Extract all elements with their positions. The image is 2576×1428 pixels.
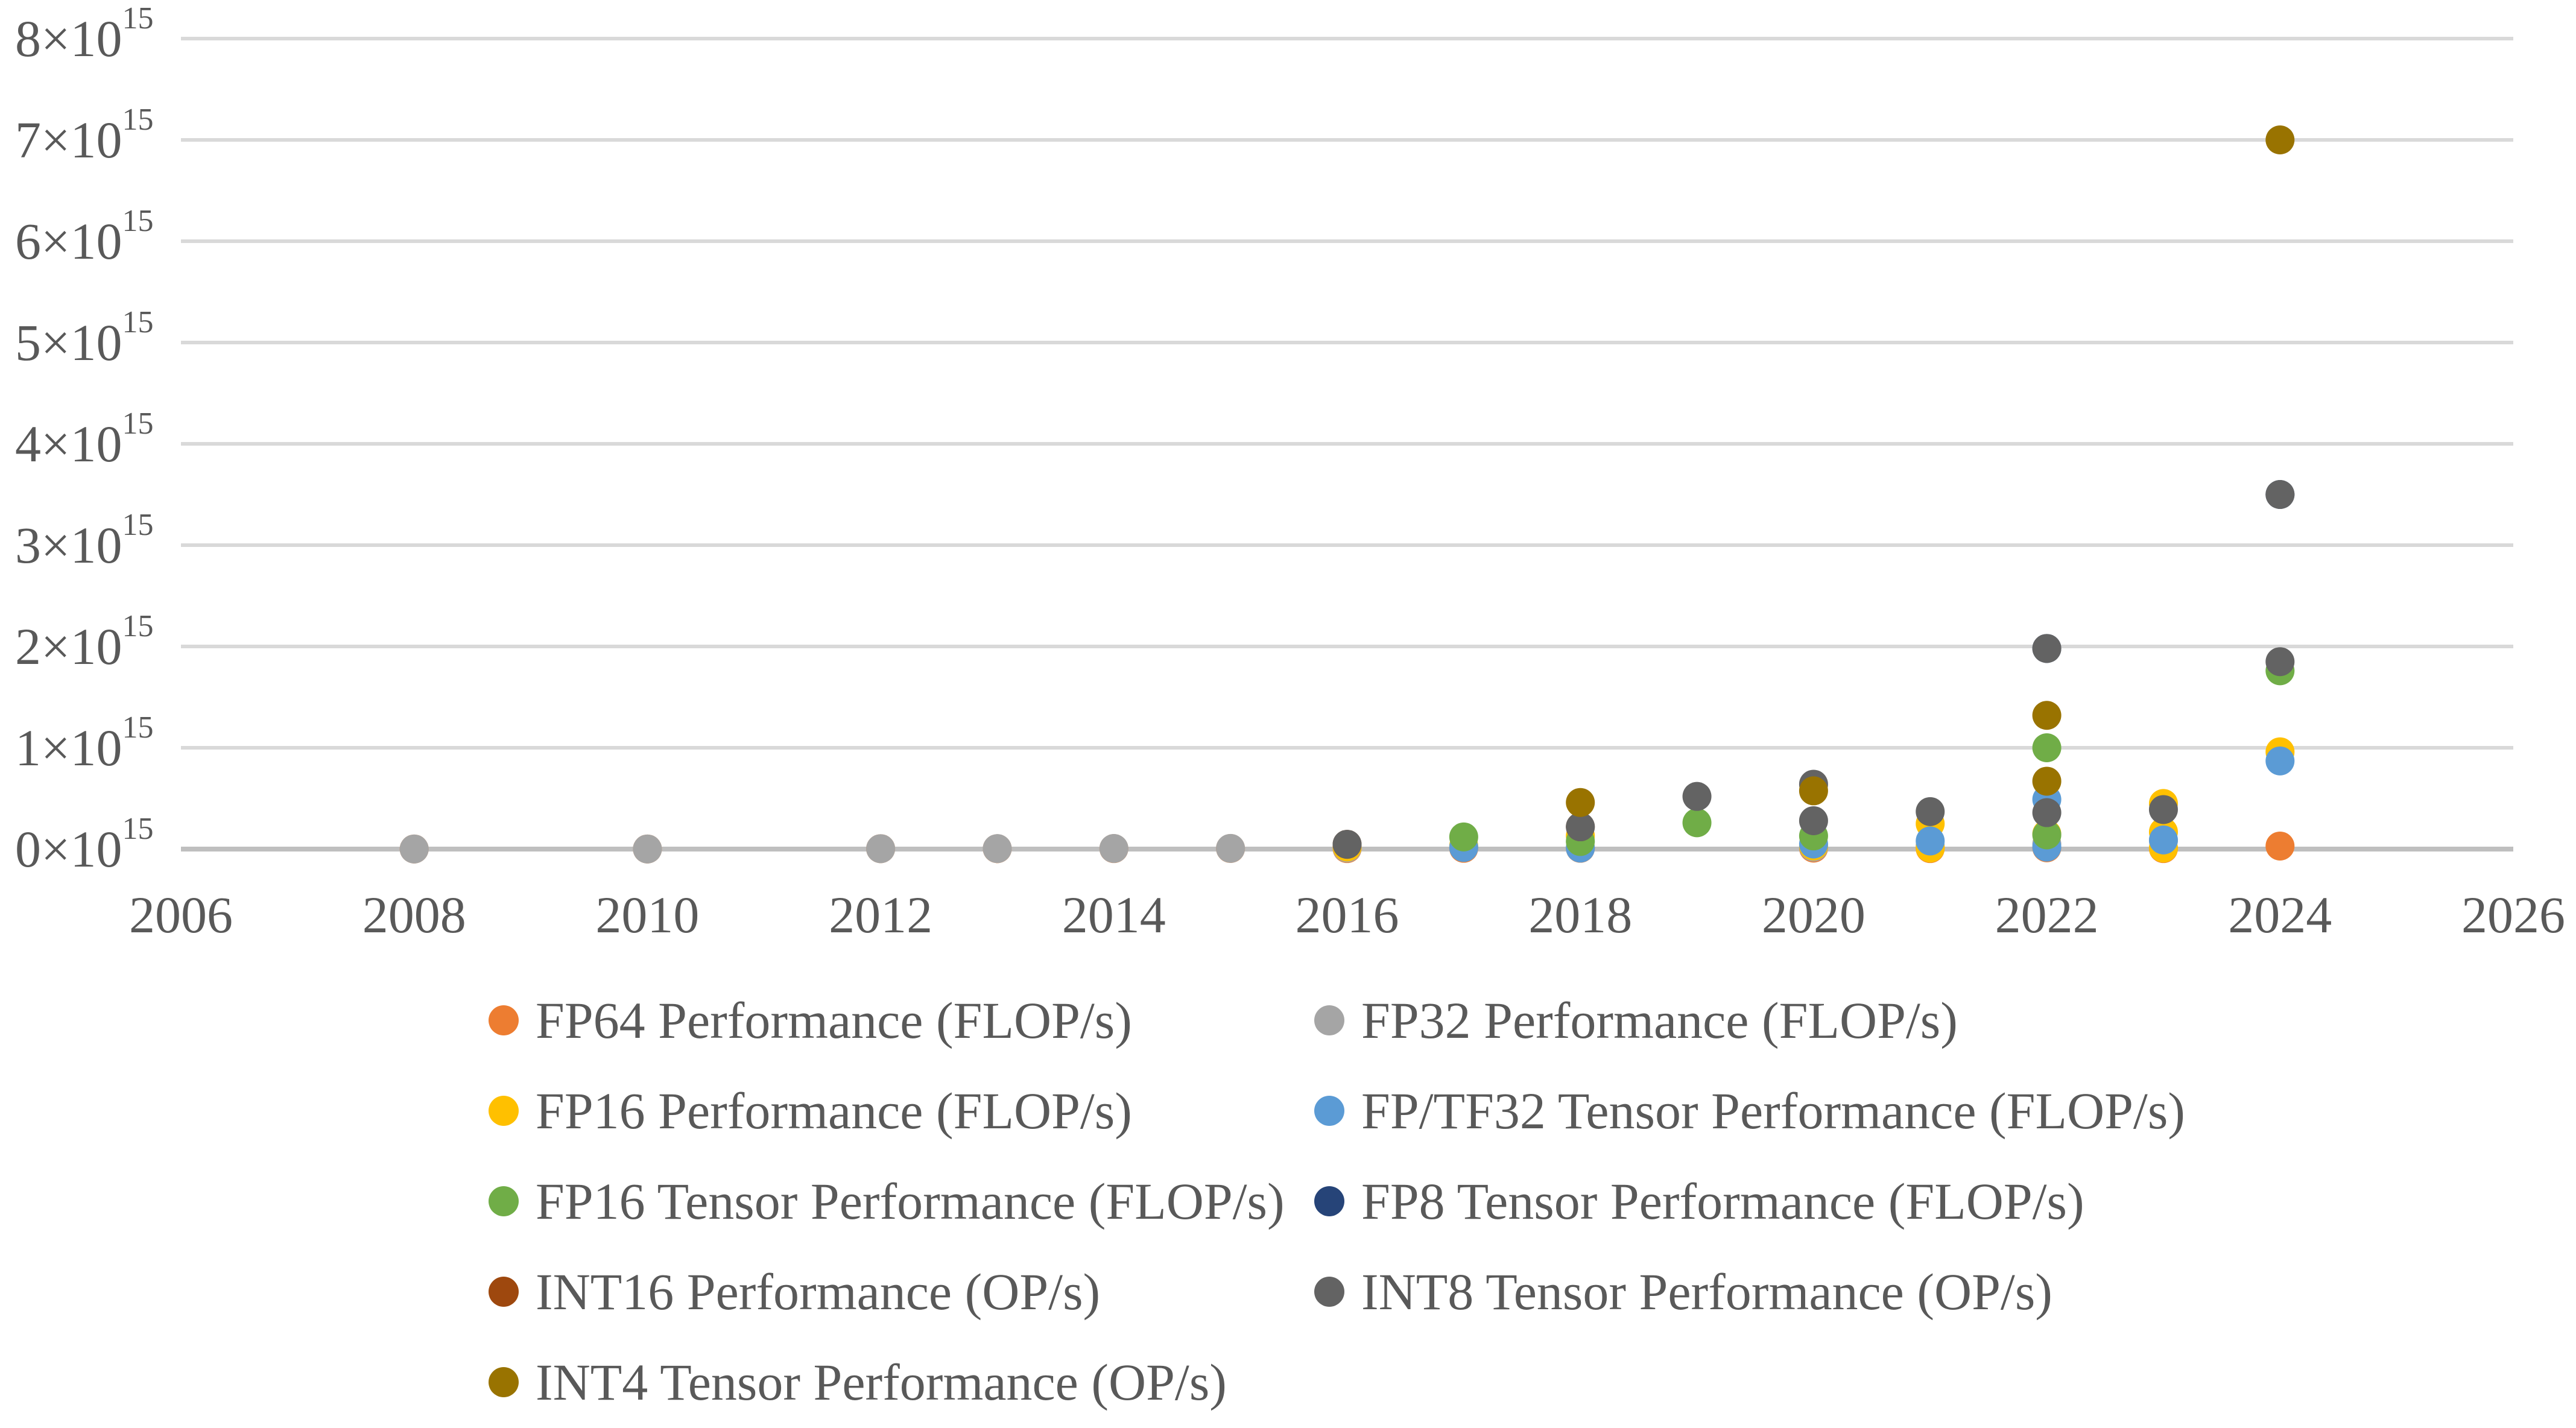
data-point — [633, 834, 662, 864]
data-point — [2148, 795, 2178, 824]
data-point — [2265, 831, 2295, 861]
data-point — [1332, 830, 1362, 859]
data-point — [2265, 647, 2295, 677]
data-point — [2032, 820, 2062, 850]
data-point — [1682, 808, 1712, 838]
y-tick-label: 5×1015 — [15, 305, 154, 372]
legend-item-3: FP/TF32 Tensor Performance (FLOP/s) — [1314, 1066, 2185, 1156]
legend-label: FP16 Tensor Performance (FLOP/s) — [536, 1172, 1285, 1230]
y-tick-label: 8×1015 — [15, 1, 154, 68]
legend-item-4: FP16 Tensor Performance (FLOP/s) — [489, 1156, 1285, 1246]
legend-label: FP32 Performance (FLOP/s) — [1361, 991, 1958, 1049]
x-tick-label: 2008 — [362, 886, 466, 944]
legend-item-6: INT16 Performance (OP/s) — [489, 1246, 1100, 1337]
x-tick-label: 2010 — [595, 886, 699, 944]
y-tick-label: 6×1015 — [15, 204, 154, 271]
data-point — [2148, 825, 2178, 855]
legend-item-8: INT4 Tensor Performance (OP/s) — [489, 1337, 1227, 1427]
y-tick-label: 4×1015 — [15, 406, 154, 473]
legend-item-7: INT8 Tensor Performance (OP/s) — [1314, 1246, 2052, 1337]
data-point — [1449, 822, 1478, 851]
data-point — [2265, 125, 2295, 154]
legend-item-0: FP64 Performance (FLOP/s) — [489, 975, 1132, 1066]
x-tick-label: 2018 — [1528, 886, 1632, 944]
legend-marker-icon — [489, 1186, 519, 1216]
y-tick-label: 0×1015 — [15, 812, 154, 879]
x-tick-label: 2026 — [2461, 886, 2565, 944]
data-point — [2032, 766, 2062, 796]
data-point — [1682, 782, 1712, 811]
legend-label: FP8 Tensor Performance (FLOP/s) — [1361, 1172, 2084, 1230]
x-tick-label: 2016 — [1296, 886, 1399, 944]
legend-marker-icon — [489, 1005, 519, 1035]
x-tick-label: 2024 — [2228, 886, 2332, 944]
data-point — [2265, 746, 2295, 776]
data-point — [1099, 833, 1128, 863]
data-point — [1916, 826, 1945, 856]
x-tick-label: 2020 — [1762, 886, 1866, 944]
data-point — [1799, 776, 1828, 806]
legend-item-5: FP8 Tensor Performance (FLOP/s) — [1314, 1156, 2084, 1246]
legend-label: FP16 Performance (FLOP/s) — [536, 1082, 1132, 1140]
legend-label: FP64 Performance (FLOP/s) — [536, 991, 1132, 1049]
y-tick-label: 3×1015 — [15, 508, 154, 575]
y-tick-label: 1×1015 — [15, 710, 154, 777]
x-tick-label: 2022 — [1995, 886, 2099, 944]
data-point — [1566, 788, 1595, 817]
data-point — [866, 834, 896, 864]
legend-marker-icon — [1314, 1096, 1344, 1126]
legend-item-1: FP32 Performance (FLOP/s) — [1314, 975, 1958, 1066]
legend-marker-icon — [1314, 1277, 1344, 1307]
legend-label: FP/TF32 Tensor Performance (FLOP/s) — [1361, 1082, 2185, 1140]
legend-label: INT4 Tensor Performance (OP/s) — [536, 1353, 1227, 1411]
data-point — [2265, 480, 2295, 509]
legend-label: INT16 Performance (OP/s) — [536, 1263, 1101, 1321]
data-point — [983, 834, 1012, 864]
y-tick-label: 2×1015 — [15, 609, 154, 676]
legend-marker-icon — [489, 1367, 519, 1397]
y-tick-label: 7×1015 — [15, 103, 154, 169]
legend-item-2: FP16 Performance (FLOP/s) — [489, 1066, 1132, 1156]
legend-label: INT8 Tensor Performance (OP/s) — [1361, 1263, 2052, 1321]
x-tick-label: 2006 — [129, 886, 233, 944]
data-point — [1566, 812, 1595, 842]
data-point — [2032, 634, 2062, 663]
data-point — [2032, 701, 2062, 730]
legend-marker-icon — [489, 1096, 519, 1126]
data-point — [399, 834, 429, 864]
data-point — [2032, 798, 2062, 827]
data-point — [1216, 833, 1245, 863]
data-point — [2032, 733, 2062, 762]
legend-marker-icon — [489, 1277, 519, 1307]
x-tick-label: 2012 — [829, 886, 932, 944]
data-point — [1916, 797, 1945, 826]
legend-marker-icon — [1314, 1186, 1344, 1216]
legend-marker-icon — [1314, 1005, 1344, 1035]
data-point — [1799, 806, 1828, 835]
x-tick-label: 2014 — [1062, 886, 1166, 944]
